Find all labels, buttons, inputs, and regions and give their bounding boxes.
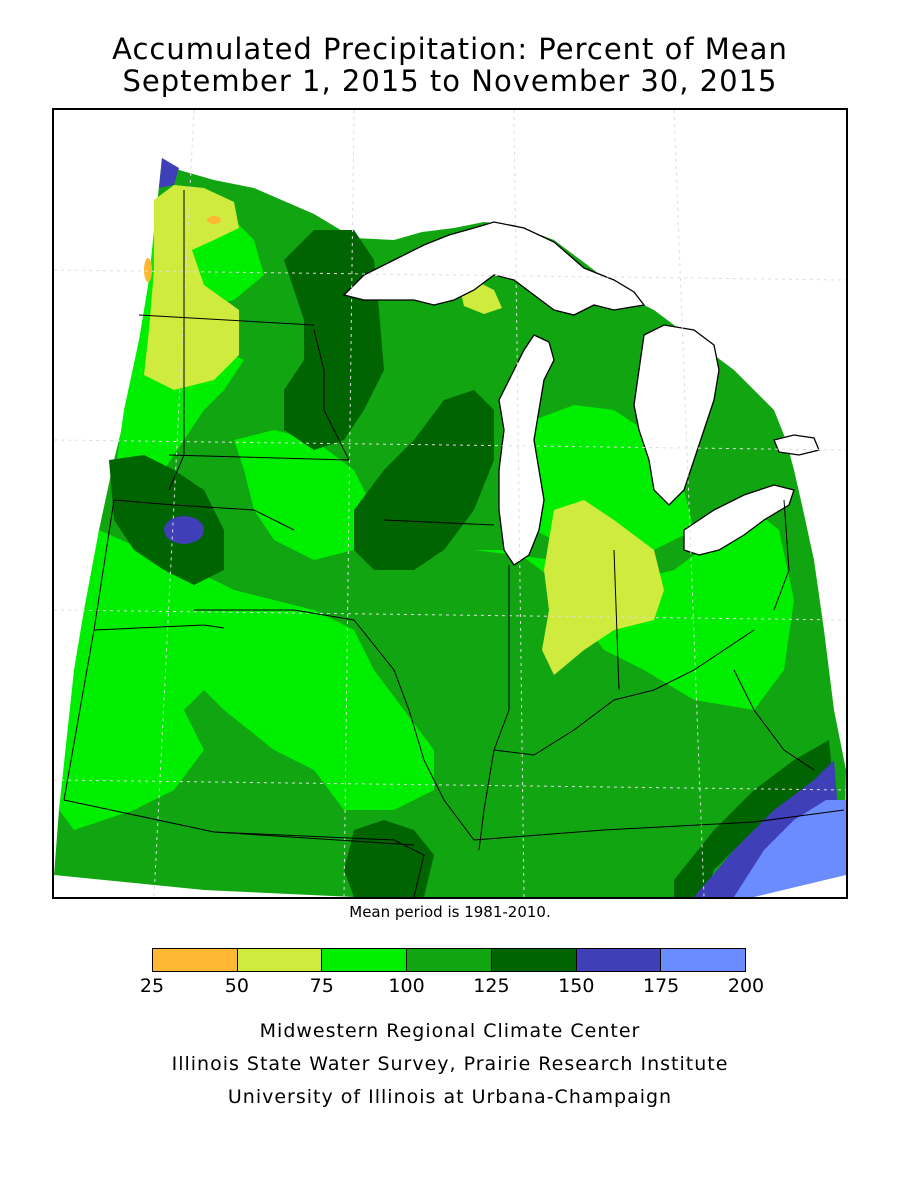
- legend-tick-label: 125: [473, 975, 510, 997]
- lake-huron: [633, 324, 720, 506]
- precipitation-map: [52, 108, 848, 899]
- credit-isws: Illinois State Water Survey, Prairie Res…: [171, 1053, 729, 1075]
- border-oh-pa: [773, 499, 790, 611]
- border-in-oh: [613, 549, 620, 691]
- graticule-line: [673, 110, 705, 897]
- border-ky-tn: [473, 809, 845, 841]
- zone-50-75-michigan: [542, 500, 664, 675]
- legend-swatch-175-200: [661, 949, 746, 971]
- graticule-line: [54, 269, 846, 281]
- zone-25-50-edge: [144, 258, 152, 282]
- lake-ontario: [773, 434, 820, 456]
- legend-swatch-100-125: [407, 949, 492, 971]
- lake-erie: [683, 484, 795, 556]
- legend-tick-label: 25: [139, 975, 165, 997]
- border-mississippi: [478, 749, 495, 851]
- mean-period-note: Mean period is 1981-2010.: [349, 903, 551, 921]
- legend-swatch-25-50: [153, 949, 238, 971]
- graticule-line: [54, 779, 846, 791]
- graticule-line: [153, 110, 195, 897]
- border-wv-va: [733, 669, 815, 771]
- legend-tick-label: 200: [727, 975, 765, 997]
- zone-125-150-appalachia: [674, 740, 834, 897]
- color-legend-bar: [152, 948, 746, 972]
- border-mo-east: [353, 619, 475, 841]
- graticule-line: [54, 609, 846, 621]
- border-mn-wi: [313, 329, 350, 461]
- zone-150-175-southeast: [694, 760, 838, 897]
- graticule-line: [343, 110, 355, 897]
- graticule-line: [54, 439, 846, 451]
- border-il-in: [493, 565, 510, 751]
- zone-50-75-west: [144, 185, 239, 390]
- border-mo-ar: [213, 831, 425, 897]
- zone-150-175-dakota-spot: [164, 516, 204, 544]
- legend-tick-label: 175: [643, 975, 680, 997]
- lake-superior: [342, 221, 646, 316]
- border-ks-west: [63, 629, 95, 801]
- border-mn-ia: [168, 454, 350, 461]
- legend-swatch-150-175: [576, 949, 662, 971]
- legend-swatch-50-75: [237, 949, 323, 971]
- map-svg: [54, 110, 846, 897]
- credit-mrcc: Midwestern Regional Climate Center: [259, 1020, 641, 1042]
- zone-75-100-iowa: [234, 430, 374, 560]
- zone-75-100-south: [59, 530, 434, 830]
- border-wi-il: [383, 519, 495, 526]
- map-title-line2: September 1, 2015 to November 30, 2015: [122, 64, 778, 98]
- border-nd-sd: [138, 314, 315, 326]
- border-sd-ne: [113, 499, 295, 531]
- legend-tick-label: 75: [309, 975, 334, 997]
- graticule-line: [513, 110, 525, 897]
- lake-michigan: [498, 334, 555, 566]
- border-oh-river: [493, 629, 755, 756]
- border-ne-west: [93, 499, 115, 631]
- zone-125-150-dakota: [109, 455, 224, 585]
- zone-25-50-spot: [207, 216, 221, 224]
- zone-150-175-nw-corner: [159, 158, 179, 188]
- legend-tick-label: 150: [558, 975, 595, 997]
- border-ia-mo: [194, 609, 355, 621]
- border-ne-ks: [93, 624, 225, 631]
- legend-tick-label: 50: [224, 975, 249, 997]
- legend-tick-label: 100: [388, 975, 425, 997]
- zone-125-150-wisconsin: [354, 390, 494, 570]
- credit-uiuc: University of Illinois at Urbana-Champai…: [227, 1086, 673, 1108]
- legend-swatch-125-150: [491, 949, 577, 971]
- legend-swatch-75-100: [322, 949, 408, 971]
- map-title-line1: Accumulated Precipitation: Percent of Me…: [112, 32, 788, 66]
- zone-175-200-southeast: [734, 800, 846, 897]
